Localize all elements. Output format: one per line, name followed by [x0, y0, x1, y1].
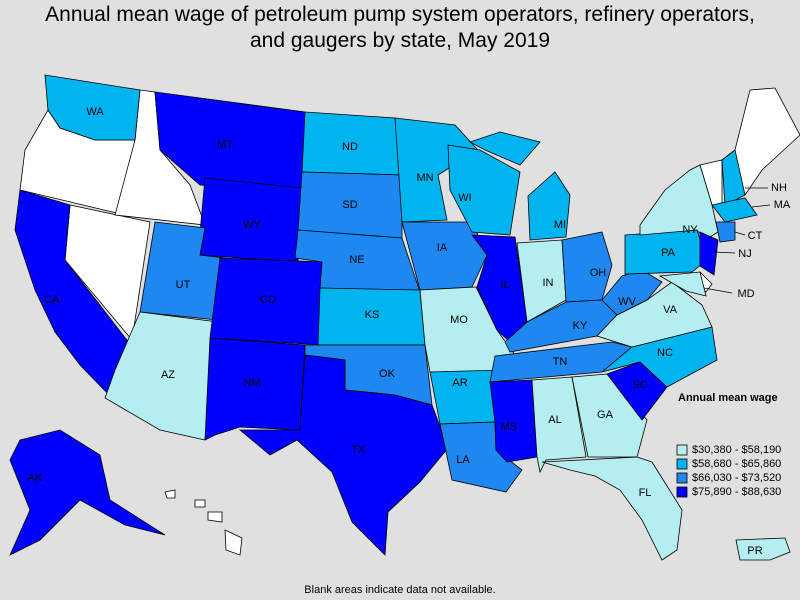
state-label: WI — [458, 192, 471, 204]
state-label: ND — [342, 141, 358, 153]
state-label: FL — [639, 487, 652, 499]
state-label: GA — [597, 409, 614, 421]
state-label: TN — [553, 356, 568, 368]
state — [471, 234, 528, 345]
state-label: OK — [379, 368, 396, 380]
state — [721, 149, 746, 206]
state-label: NY — [682, 224, 698, 236]
state-label: WY — [243, 219, 261, 231]
legend-label: $66,030 - $73,520 — [692, 472, 781, 484]
state-label: VA — [663, 304, 678, 316]
legend-label: $30,380 - $58,190 — [692, 444, 781, 456]
state-label: WV — [618, 296, 636, 308]
leader-line — [713, 251, 736, 254]
state-label: NC — [657, 347, 673, 359]
state-label: MD — [737, 288, 754, 300]
state-label: NM — [243, 377, 260, 389]
state — [715, 221, 736, 243]
state-label: NH — [771, 182, 787, 194]
state-label: IA — [437, 242, 448, 254]
legend-title: Annual mean wage — [678, 392, 778, 404]
state — [194, 499, 206, 508]
state-label: AL — [548, 414, 561, 426]
state — [541, 456, 683, 561]
state-label: UT — [176, 279, 191, 291]
state — [561, 231, 613, 303]
state-label: PA — [661, 247, 676, 259]
leader-line — [751, 204, 771, 208]
states — [9, 74, 800, 561]
state-label: CT — [748, 230, 763, 242]
state — [224, 529, 243, 556]
state — [571, 373, 648, 458]
state — [204, 337, 306, 441]
state-label: CO — [260, 294, 277, 306]
state-label: MO — [450, 314, 468, 326]
map-title: Annual mean wage of petroleum pump syste… — [45, 3, 755, 52]
state-label: SD — [342, 199, 357, 211]
state-label: OH — [590, 267, 607, 279]
state — [207, 511, 223, 523]
state-label: LA — [456, 454, 470, 466]
legend-swatch — [676, 472, 688, 484]
state — [401, 221, 488, 291]
state — [639, 164, 719, 241]
legend: Annual mean wage $30,380 - $58,190 $58,68… — [676, 392, 781, 498]
legend-swatch — [676, 486, 688, 498]
state-label: TX — [351, 444, 366, 456]
state-label: SC — [632, 379, 647, 391]
legend-swatch — [676, 458, 688, 470]
footnote: Blank areas indicate data not available. — [304, 584, 496, 596]
state-labels: WA MT ND MN WI MI NY NH MA CT NJ PA OH I… — [28, 106, 791, 557]
state-label: MI — [554, 219, 566, 231]
state — [658, 271, 707, 297]
state-label: IL — [500, 279, 509, 291]
leader-line — [734, 231, 746, 236]
state — [238, 354, 449, 556]
leader-line — [703, 287, 733, 294]
state-label: KY — [573, 320, 588, 332]
state-label: CA — [44, 294, 60, 306]
state-label: MT — [217, 139, 233, 151]
state — [699, 231, 719, 276]
state-label: MA — [774, 199, 791, 211]
state-label: IN — [543, 277, 554, 289]
state-label: AZ — [161, 369, 175, 381]
state-label: NE — [349, 254, 364, 266]
state — [44, 74, 141, 141]
state-label: AR — [452, 377, 467, 389]
leader-lines — [703, 187, 771, 294]
state — [711, 197, 758, 223]
legend-label: $75,890 - $88,630 — [692, 486, 781, 498]
state-label: NJ — [738, 248, 751, 260]
state-label: AK — [28, 472, 43, 484]
state-label: PR — [747, 545, 762, 557]
state — [164, 489, 176, 499]
state — [527, 171, 571, 241]
state-label: KS — [365, 309, 380, 321]
state — [601, 269, 663, 316]
state — [447, 144, 521, 236]
legend-swatch — [676, 444, 688, 456]
state-label: MN — [416, 172, 433, 184]
state — [735, 537, 791, 561]
state — [9, 429, 166, 556]
state-label: MS — [501, 421, 518, 433]
state — [468, 131, 541, 166]
state-label: WA — [86, 106, 104, 118]
legend-label: $58,680 - $65,860 — [692, 458, 781, 470]
